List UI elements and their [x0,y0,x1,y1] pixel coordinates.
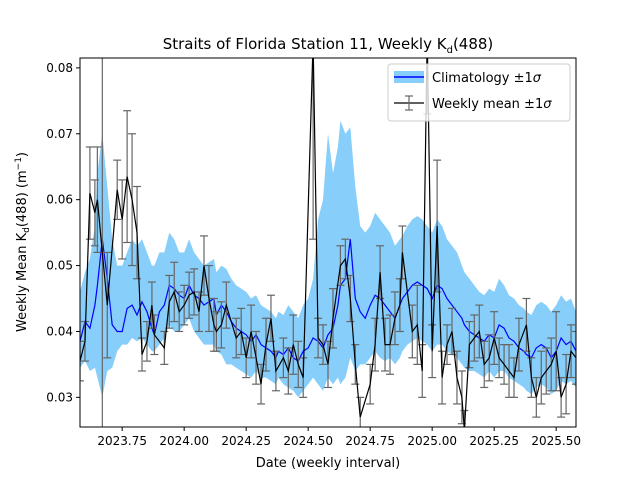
x-tick-label: 2025.25 [469,434,519,448]
x-axis-label: Date (weekly interval) [256,456,401,471]
y-axis-label: Weekly Mean Kd(488) (m−1) [14,152,32,332]
y-tick-label: 0.06 [46,193,73,207]
weekly-error-bar [309,58,318,240]
y-tick-label: 0.03 [46,390,73,404]
weekly-error-bar [80,340,84,382]
weekly-error-bar [460,409,469,427]
x-tick-label: 2025.00 [407,434,457,448]
legend-weekly-label: Weekly mean ±1σ [432,97,552,112]
y-tick-label: 0.07 [46,127,73,141]
x-tick-label: 2025.50 [531,434,581,448]
weekly-mean-polyline [80,58,576,427]
legend-climatology-label: Climatology ±1σ [432,71,542,86]
climatology-mean-line [80,239,576,362]
chart-title: Straits of Florida Station 11, Weekly Kd… [163,35,494,56]
weekly-error-bar [572,330,576,385]
plot-frame [79,57,577,428]
weekly-mean-line [80,58,576,427]
x-tick-label: 2024.00 [159,434,209,448]
x-axis: 2023.75 2024.00 2024.25 2024.50 2024.75 2025.… [97,427,581,448]
y-tick-label: 0.05 [46,259,73,273]
x-tick-label: 2024.25 [221,434,271,448]
y-axis: 0.03 0.04 0.05 0.06 0.07 0.08 [46,61,80,404]
legend-box [387,63,571,122]
y-tick-label: 0.04 [46,324,73,338]
climatology-line [80,239,576,362]
weekly-error-bar [376,245,385,300]
x-tick-label: 2024.50 [283,434,333,448]
x-tick-label: 2024.75 [345,434,395,448]
legend: Climatology ±1σ Weekly mean ±1σ [387,63,571,122]
x-tick-label: 2023.75 [97,434,147,448]
y-tick-label: 0.08 [46,61,73,75]
